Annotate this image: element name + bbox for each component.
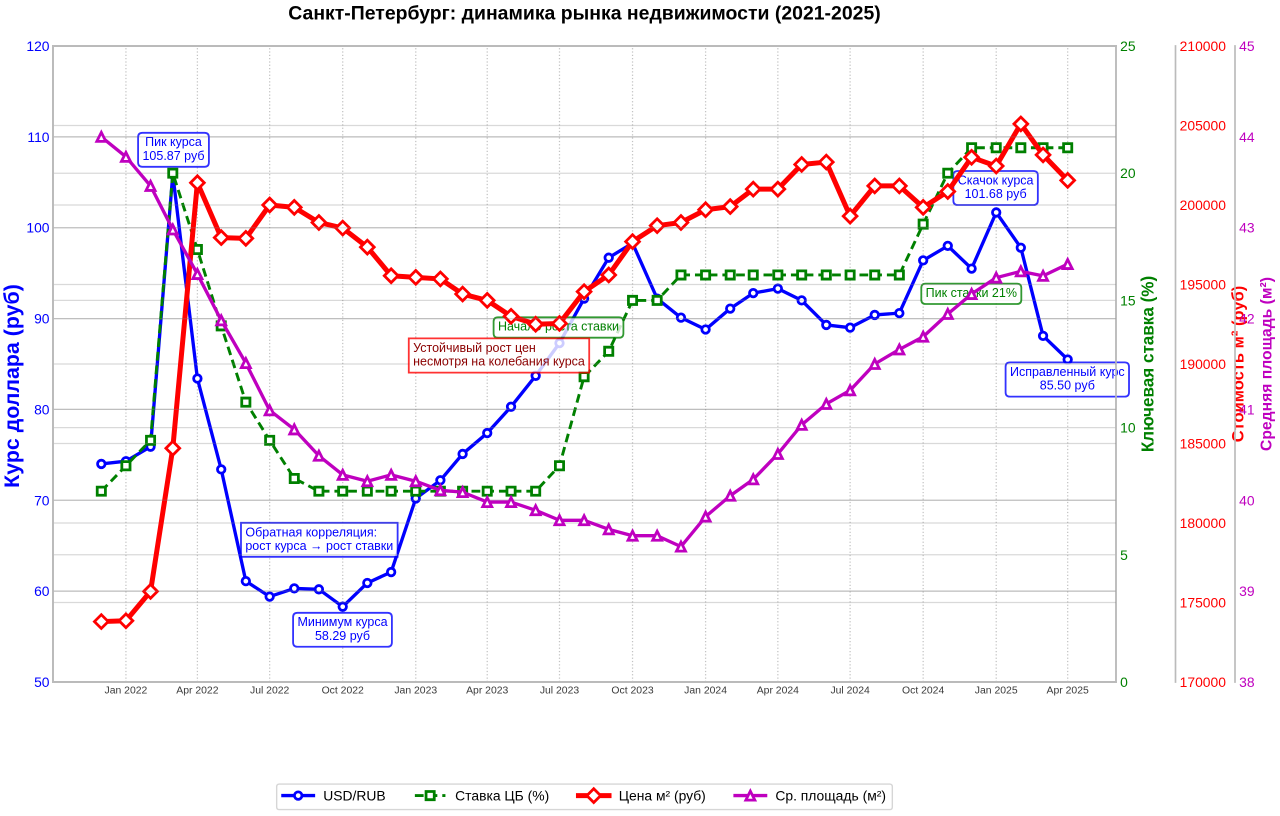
svg-text:Apr 2025: Apr 2025 (1047, 686, 1089, 697)
svg-text:20: 20 (1120, 165, 1136, 181)
svg-text:45: 45 (1239, 38, 1255, 54)
svg-text:Jul 2022: Jul 2022 (250, 686, 290, 697)
svg-text:210000: 210000 (1180, 38, 1227, 54)
svg-text:40: 40 (1239, 492, 1255, 508)
svg-text:Минимум курса: Минимум курса (297, 615, 387, 629)
svg-text:Санкт-Петербург: динамика рынк: Санкт-Петербург: динамика рынка недвижим… (288, 3, 881, 25)
svg-text:120: 120 (26, 38, 49, 54)
svg-text:42: 42 (1239, 311, 1255, 327)
svg-text:100: 100 (26, 220, 49, 236)
svg-text:Jul 2024: Jul 2024 (830, 686, 870, 697)
svg-text:Стоимость м² (руб): Стоимость м² (руб) (1229, 286, 1248, 442)
svg-text:Jan 2023: Jan 2023 (394, 686, 437, 697)
svg-text:205000: 205000 (1180, 118, 1227, 134)
svg-text:39: 39 (1239, 583, 1255, 599)
svg-text:170000: 170000 (1180, 674, 1227, 690)
svg-text:25: 25 (1120, 38, 1136, 54)
svg-text:190000: 190000 (1180, 356, 1227, 372)
svg-text:70: 70 (34, 492, 50, 508)
svg-text:Oct 2022: Oct 2022 (322, 686, 364, 697)
svg-text:Средняя площадь (м²): Средняя площадь (м²) (1259, 277, 1276, 451)
svg-text:Jan 2022: Jan 2022 (105, 686, 148, 697)
svg-text:Ставка ЦБ (%): Ставка ЦБ (%) (455, 787, 549, 803)
svg-text:80: 80 (34, 401, 50, 417)
svg-text:5: 5 (1120, 547, 1128, 563)
svg-text:рост курса → рост ставки: рост курса → рост ставки (245, 539, 393, 553)
svg-text:58.29 руб: 58.29 руб (315, 629, 370, 643)
svg-text:38: 38 (1239, 674, 1255, 690)
svg-text:15: 15 (1120, 292, 1136, 308)
svg-text:USD/RUB: USD/RUB (323, 787, 385, 803)
svg-text:Apr 2022: Apr 2022 (176, 686, 218, 697)
svg-text:10: 10 (1120, 420, 1136, 436)
svg-text:50: 50 (34, 674, 50, 690)
svg-text:Исправленный курс: Исправленный курс (1010, 365, 1125, 379)
svg-text:Apr 2024: Apr 2024 (757, 686, 799, 697)
svg-text:Jul 2023: Jul 2023 (540, 686, 580, 697)
svg-text:Oct 2023: Oct 2023 (611, 686, 653, 697)
svg-text:101.68 руб: 101.68 руб (965, 187, 1027, 201)
svg-text:185000: 185000 (1180, 436, 1227, 452)
svg-text:несмотря на колебания курса: несмотря на колебания курса (413, 355, 585, 369)
svg-text:180000: 180000 (1180, 515, 1227, 531)
svg-text:85.50 руб: 85.50 руб (1040, 379, 1095, 393)
svg-text:Цена м² (руб): Цена м² (руб) (619, 787, 706, 803)
svg-text:44: 44 (1239, 129, 1255, 145)
svg-text:175000: 175000 (1180, 595, 1227, 611)
svg-text:Скачок курса: Скачок курса (958, 173, 1034, 187)
svg-text:Пик курса: Пик курса (145, 135, 202, 149)
svg-text:Ключевая ставка (%): Ключевая ставка (%) (1139, 276, 1158, 452)
svg-text:Курс доллара (руб): Курс доллара (руб) (0, 284, 24, 488)
svg-text:90: 90 (34, 311, 50, 327)
svg-text:195000: 195000 (1180, 277, 1227, 293)
svg-text:200000: 200000 (1180, 197, 1227, 213)
svg-text:110: 110 (27, 129, 49, 145)
svg-text:Обратная корреляция:: Обратная корреляция: (245, 525, 377, 539)
svg-text:Устойчивый рост цен: Устойчивый рост цен (413, 341, 536, 355)
svg-text:Ср. площадь (м²): Ср. площадь (м²) (775, 787, 886, 803)
svg-text:Jan 2024: Jan 2024 (684, 686, 727, 697)
svg-text:41: 41 (1239, 401, 1255, 417)
svg-text:0: 0 (1120, 674, 1128, 690)
svg-text:Oct 2024: Oct 2024 (902, 686, 944, 697)
svg-text:60: 60 (34, 583, 50, 599)
svg-text:Jan 2025: Jan 2025 (975, 686, 1018, 697)
svg-text:Apr 2023: Apr 2023 (466, 686, 508, 697)
svg-text:43: 43 (1239, 220, 1255, 236)
svg-text:105.87 руб: 105.87 руб (142, 149, 204, 163)
